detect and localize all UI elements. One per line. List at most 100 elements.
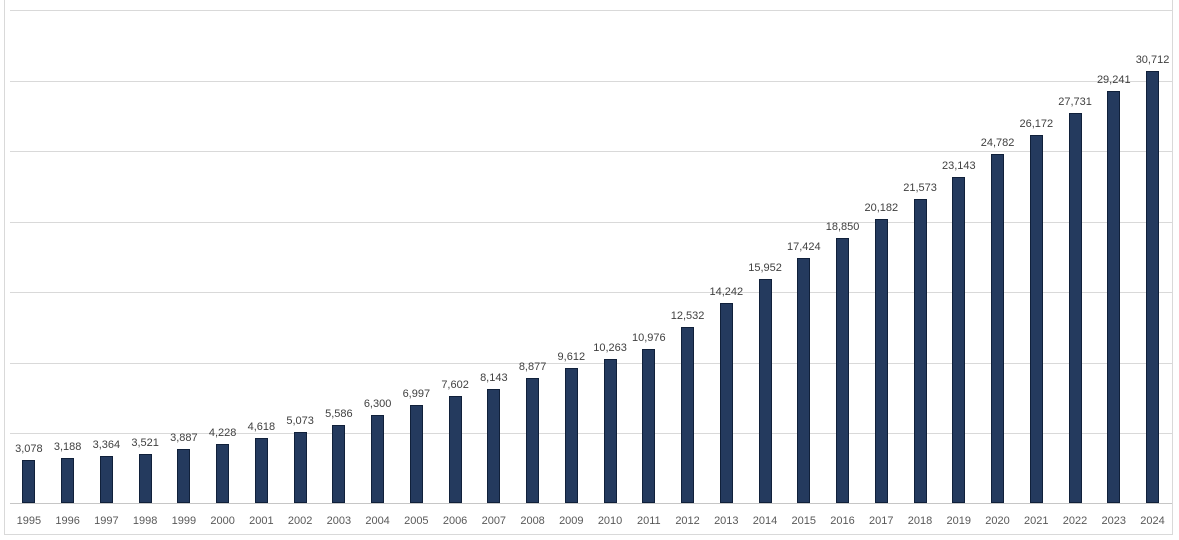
bar	[681, 326, 695, 504]
bar	[371, 414, 385, 504]
bar	[952, 177, 966, 504]
x-axis-tick-label: 2004	[365, 515, 390, 527]
x-axis-tick-label: 2011	[636, 515, 661, 527]
x-axis-tick-label: 2008	[520, 515, 545, 527]
gridline	[9, 151, 1172, 153]
bar	[177, 448, 191, 504]
bar-value-label: 3,364	[92, 439, 121, 451]
bar-value-label: 4,618	[247, 421, 276, 434]
bar-value-label: 5,073	[286, 414, 314, 427]
x-axis-tick-label: 2019	[946, 515, 972, 527]
bar	[874, 219, 888, 504]
bar-value-label: 14,242	[709, 285, 744, 298]
bar-value-label: 21,573	[903, 182, 937, 195]
x-axis-tick-label: 1998	[132, 515, 158, 527]
bar-value-label: 17,424	[786, 240, 821, 253]
bar-value-label: 4,228	[208, 426, 237, 439]
bar-value-label: 9,612	[557, 350, 586, 363]
bar-value-label: 20,182	[864, 202, 899, 215]
gridline	[9, 432, 1172, 434]
x-axis-tick-label: 1996	[55, 515, 80, 527]
bar-value-label: 27,731	[1058, 95, 1092, 108]
bar	[293, 431, 307, 504]
x-axis-tick-label: 2010	[597, 515, 623, 527]
bar	[719, 302, 733, 504]
x-axis-tick-label: 2018	[907, 515, 933, 527]
x-axis-tick-label: 2021	[1024, 515, 1049, 527]
bar	[564, 367, 578, 504]
x-axis-tick-label: 2022	[1062, 515, 1088, 527]
bar	[526, 378, 540, 504]
bar	[642, 348, 656, 504]
bar-value-label: 3,188	[53, 441, 82, 454]
gridline	[9, 221, 1172, 223]
bar-value-label: 24,782	[980, 137, 1015, 150]
x-axis-tick-label: 1995	[16, 515, 42, 527]
bar-value-label: 10,263	[593, 341, 627, 354]
bar-value-label: 6,997	[402, 387, 431, 400]
bar	[254, 438, 268, 504]
bar	[1029, 134, 1043, 504]
x-axis-tick-label: 2020	[985, 515, 1010, 527]
bar	[836, 237, 850, 504]
bar-value-label: 8,143	[480, 371, 508, 384]
bar	[797, 257, 811, 504]
bar-value-label: 15,952	[748, 261, 782, 274]
bar	[332, 424, 346, 504]
x-axis-line	[9, 503, 1172, 505]
x-axis-tick-label: 2000	[210, 515, 235, 527]
bar-value-label: 8,877	[518, 361, 547, 374]
bar-value-label: 30,712	[1135, 53, 1170, 66]
gridline	[9, 80, 1172, 82]
bar-value-label: 6,300	[363, 397, 392, 410]
x-axis-tick-label: 2016	[830, 515, 855, 527]
bar	[216, 443, 230, 504]
x-axis-tick-label: 2012	[675, 515, 700, 527]
x-axis-tick-label: 1997	[94, 515, 119, 527]
bar	[1146, 70, 1160, 504]
bar	[603, 358, 617, 504]
bar	[99, 456, 113, 504]
bar	[448, 396, 462, 504]
bar	[1107, 91, 1121, 504]
bar	[1068, 112, 1082, 504]
bar-value-label: 3,078	[15, 443, 43, 456]
x-axis-tick-label: 2013	[714, 515, 739, 527]
bar	[22, 460, 36, 504]
bar	[991, 154, 1005, 504]
bar	[138, 453, 152, 504]
bar	[487, 388, 501, 504]
bar	[61, 458, 75, 504]
bar-value-label: 3,521	[131, 436, 159, 449]
bar-value-label: 29,241	[1096, 74, 1131, 87]
bar-value-label: 10,976	[631, 331, 666, 344]
x-axis-tick-label: 2007	[481, 515, 507, 527]
bar-value-label: 3,887	[170, 431, 198, 444]
bar	[758, 278, 772, 504]
bar	[409, 404, 423, 504]
bar-value-label: 18,850	[825, 220, 860, 233]
x-axis-tick-label: 1999	[171, 515, 197, 527]
x-axis-tick-label: 2009	[559, 515, 584, 527]
bar-value-label: 5,586	[325, 407, 353, 420]
x-axis-tick-label: 2014	[752, 515, 778, 527]
bar-value-label: 12,532	[670, 309, 705, 322]
x-axis-tick-label: 2024	[1140, 515, 1165, 527]
x-axis-tick-label: 2003	[326, 515, 352, 527]
x-axis-tick-label: 2005	[404, 515, 429, 527]
x-axis-tick-label: 2002	[287, 515, 313, 527]
gridline	[9, 292, 1172, 294]
x-axis-tick-label: 2017	[869, 515, 894, 527]
x-axis-tick-label: 2001	[249, 515, 274, 527]
bar-value-label: 23,143	[941, 160, 976, 173]
bar-value-label: 7,602	[441, 379, 469, 392]
x-axis-tick-label: 2006	[442, 515, 468, 527]
gridline	[9, 362, 1172, 364]
gridline	[9, 10, 1172, 12]
bar-value-label: 26,172	[1019, 117, 1054, 130]
x-axis-tick-label: 2023	[1101, 515, 1126, 527]
bar	[913, 199, 927, 504]
x-axis-tick-label: 2015	[791, 515, 817, 527]
